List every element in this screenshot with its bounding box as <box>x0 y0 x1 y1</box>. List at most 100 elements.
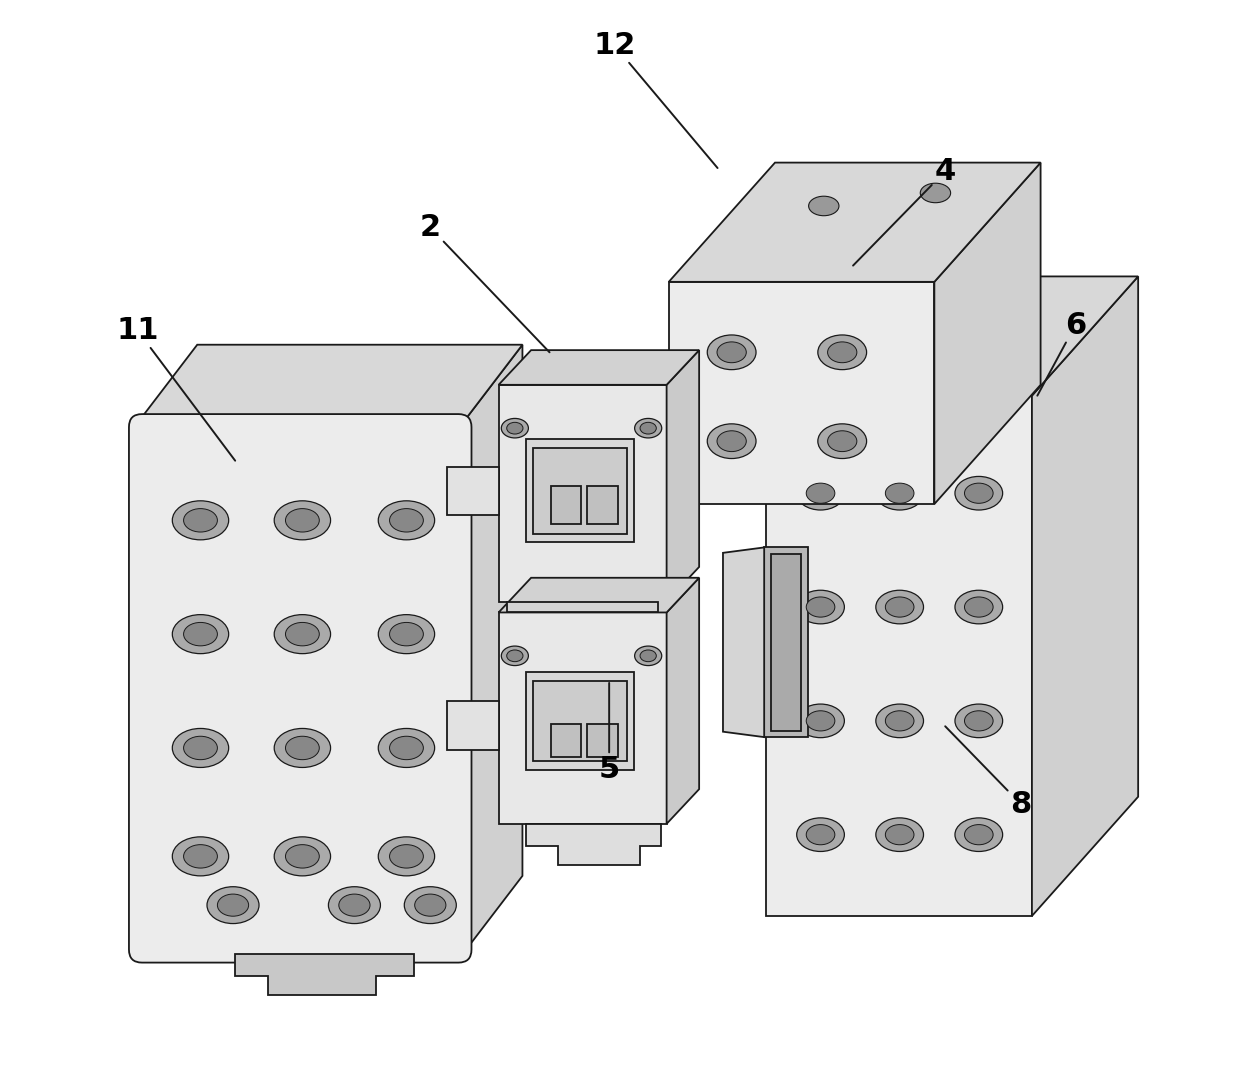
Ellipse shape <box>172 501 228 540</box>
Ellipse shape <box>217 894 249 916</box>
Polygon shape <box>498 350 699 385</box>
Ellipse shape <box>172 837 228 876</box>
Ellipse shape <box>635 646 662 666</box>
Ellipse shape <box>389 736 423 760</box>
Ellipse shape <box>920 183 951 203</box>
Bar <box>533 681 626 761</box>
Ellipse shape <box>885 825 914 844</box>
Ellipse shape <box>707 424 756 459</box>
Ellipse shape <box>707 335 756 370</box>
Bar <box>764 547 807 737</box>
Polygon shape <box>1032 276 1138 916</box>
Ellipse shape <box>501 646 528 666</box>
Bar <box>507 602 658 612</box>
Ellipse shape <box>640 650 656 661</box>
Ellipse shape <box>378 728 435 767</box>
Text: 12: 12 <box>594 31 718 168</box>
Ellipse shape <box>274 837 331 876</box>
Ellipse shape <box>885 483 914 503</box>
Polygon shape <box>723 547 764 737</box>
Ellipse shape <box>965 597 993 617</box>
Ellipse shape <box>796 476 844 509</box>
Ellipse shape <box>378 615 435 654</box>
Ellipse shape <box>640 423 656 434</box>
Polygon shape <box>667 350 699 602</box>
Bar <box>526 439 634 542</box>
Polygon shape <box>766 276 1138 396</box>
Polygon shape <box>935 163 1040 504</box>
Ellipse shape <box>806 825 835 844</box>
Ellipse shape <box>329 887 381 924</box>
Ellipse shape <box>378 837 435 876</box>
Ellipse shape <box>184 844 217 868</box>
Ellipse shape <box>389 508 423 532</box>
Ellipse shape <box>285 622 319 646</box>
Ellipse shape <box>796 590 844 624</box>
Ellipse shape <box>965 483 993 503</box>
Text: 11: 11 <box>117 317 236 461</box>
Ellipse shape <box>808 196 839 216</box>
Ellipse shape <box>875 705 924 738</box>
Ellipse shape <box>965 711 993 731</box>
Ellipse shape <box>285 844 319 868</box>
Ellipse shape <box>389 622 423 646</box>
Text: 8: 8 <box>945 726 1032 818</box>
Ellipse shape <box>274 501 331 540</box>
Ellipse shape <box>184 508 217 532</box>
Ellipse shape <box>378 501 435 540</box>
Text: 4: 4 <box>853 157 956 266</box>
Ellipse shape <box>414 894 446 916</box>
Ellipse shape <box>818 335 867 370</box>
Ellipse shape <box>875 817 924 852</box>
Ellipse shape <box>796 817 844 852</box>
Text: 5: 5 <box>599 683 620 784</box>
Polygon shape <box>446 467 498 515</box>
Polygon shape <box>498 612 667 824</box>
Polygon shape <box>498 578 699 612</box>
Bar <box>588 486 618 524</box>
Ellipse shape <box>806 483 835 503</box>
Ellipse shape <box>389 844 423 868</box>
Polygon shape <box>766 396 1032 916</box>
Ellipse shape <box>965 825 993 844</box>
Bar <box>533 448 626 534</box>
Ellipse shape <box>827 341 857 363</box>
Ellipse shape <box>827 430 857 452</box>
Ellipse shape <box>955 590 1003 624</box>
Ellipse shape <box>274 728 331 767</box>
Bar <box>771 554 801 731</box>
Ellipse shape <box>955 476 1003 509</box>
Ellipse shape <box>274 615 331 654</box>
Ellipse shape <box>796 705 844 738</box>
Ellipse shape <box>404 887 456 924</box>
Text: 6: 6 <box>1038 311 1086 396</box>
Polygon shape <box>667 578 699 824</box>
Ellipse shape <box>507 423 523 434</box>
Ellipse shape <box>285 736 319 760</box>
Text: 2: 2 <box>419 214 549 352</box>
Bar <box>551 486 582 524</box>
Ellipse shape <box>818 424 867 459</box>
Ellipse shape <box>172 615 228 654</box>
Ellipse shape <box>885 597 914 617</box>
Ellipse shape <box>184 736 217 760</box>
Polygon shape <box>446 701 498 750</box>
Ellipse shape <box>339 894 370 916</box>
Bar <box>551 724 582 757</box>
Bar <box>588 724 618 757</box>
Ellipse shape <box>875 590 924 624</box>
Ellipse shape <box>184 622 217 646</box>
Ellipse shape <box>507 650 523 661</box>
Ellipse shape <box>172 728 228 767</box>
Polygon shape <box>668 163 1040 282</box>
Ellipse shape <box>717 430 746 452</box>
Polygon shape <box>498 385 667 602</box>
Polygon shape <box>138 423 463 954</box>
Ellipse shape <box>501 418 528 438</box>
Polygon shape <box>668 282 935 504</box>
Polygon shape <box>526 824 661 865</box>
Ellipse shape <box>285 508 319 532</box>
Bar <box>526 672 634 770</box>
Polygon shape <box>236 954 414 995</box>
Ellipse shape <box>875 476 924 509</box>
